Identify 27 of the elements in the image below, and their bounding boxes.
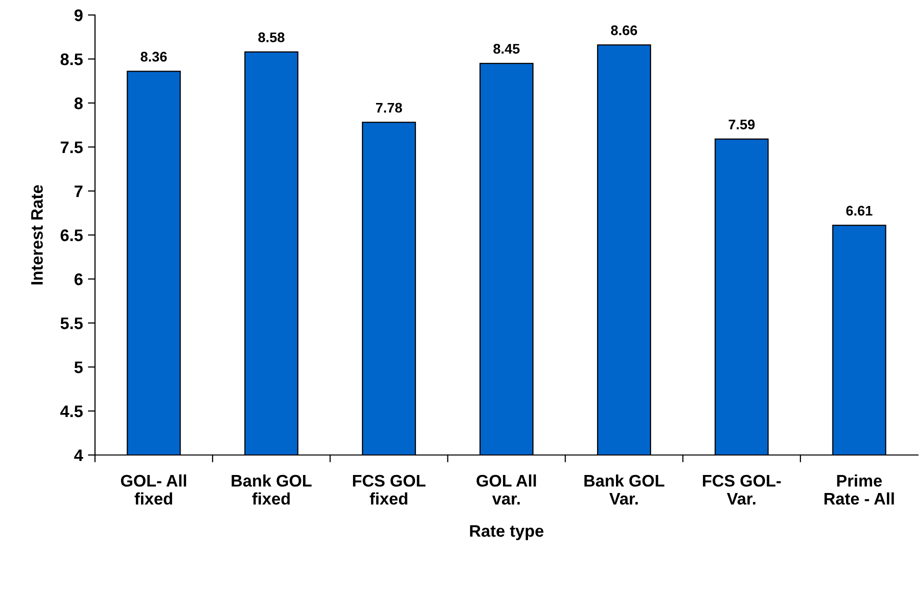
- y-tick-label: 8: [74, 97, 83, 110]
- x-tick-label: FCS GOL fixed: [353, 474, 426, 505]
- data-label: 8.58: [258, 32, 284, 42]
- y-tick-label: 9: [74, 9, 83, 22]
- x-tick-label: Prime Rate - All: [824, 474, 894, 505]
- x-tick-label: GOL- All fixed: [120, 474, 186, 505]
- data-label: 8.66: [610, 25, 638, 36]
- y-tick-label: 7.5: [60, 142, 83, 154]
- y-axis-title: Interest Rate: [31, 185, 43, 284]
- y-tick-label: 4.5: [60, 406, 83, 418]
- y-tick-label: 4: [74, 450, 84, 462]
- data-label: 7.78: [376, 102, 402, 113]
- y-tick-label: 6.5: [60, 229, 83, 242]
- y-tick-label: 6: [74, 273, 83, 286]
- y-tick-label: 8.5: [60, 53, 83, 66]
- x-tick-label: Bank GOL Var.: [584, 474, 664, 505]
- x-tick-label: GOL All var.: [476, 474, 536, 505]
- x-tick-label: FCS GOL- Var.: [702, 474, 781, 505]
- x-tick-label: Bank GOL fixed: [232, 474, 312, 505]
- y-tick-label: 7: [74, 186, 82, 198]
- y-tick-label: 5.5: [60, 318, 83, 330]
- data-label: 8.45: [493, 44, 520, 54]
- data-label: 8.36: [140, 52, 167, 62]
- y-tick-label: 5: [74, 362, 83, 374]
- data-label: 7.59: [728, 120, 755, 130]
- x-axis-title: Rate type: [470, 525, 544, 540]
- data-label: 6.61: [846, 206, 872, 216]
